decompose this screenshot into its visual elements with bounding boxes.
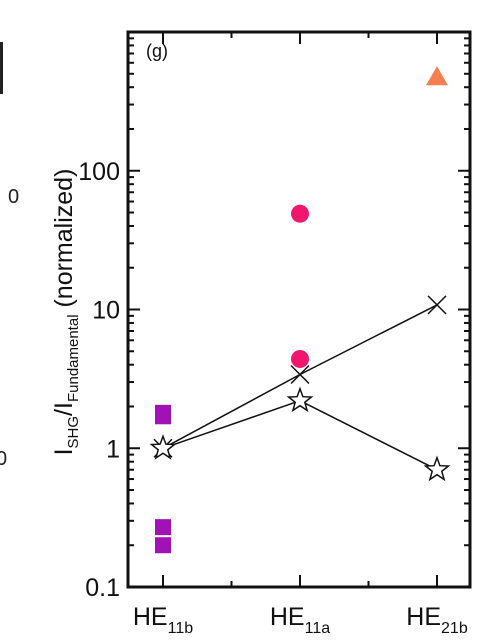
- x-category-main: HE: [406, 603, 441, 631]
- data-point-cross: [290, 364, 310, 385]
- data-point-cross-stroke: [427, 295, 447, 315]
- y-axis-label: ISHG/IFundamental (normalized): [50, 169, 82, 456]
- edge-fragment-lower: 0: [0, 448, 8, 470]
- y-tick-label: 100: [78, 158, 120, 186]
- data-point-square: [155, 408, 171, 425]
- x-category-main: HE: [133, 603, 168, 631]
- data-point-cross-stroke: [290, 364, 310, 385]
- data-point-triangle: [426, 66, 448, 86]
- x-category-label: HE21b: [406, 603, 468, 637]
- series-line-cross: [162, 304, 438, 449]
- data-point-square: [155, 519, 171, 536]
- edge-fragment-bar: [0, 42, 3, 94]
- data-point-star: [423, 455, 451, 482]
- data-point-star: [286, 386, 314, 413]
- x-category-sub: 11a: [305, 620, 331, 637]
- y-axis-label-sub2: Fundamental: [65, 314, 82, 402]
- data-point-cross: [427, 295, 447, 315]
- series-line-star: [162, 399, 438, 471]
- x-category-label: HE11b: [133, 603, 193, 637]
- y-axis-label-main1: I: [50, 448, 78, 455]
- y-axis-label-sub1: SHG: [65, 416, 82, 449]
- y-tick-label: 1: [106, 435, 120, 463]
- plot-frame: [126, 30, 472, 589]
- y-axis-label-rest: (normalized): [50, 169, 78, 315]
- x-category-sub: 11b: [168, 620, 194, 637]
- y-axis-label-main2: /I: [50, 402, 78, 416]
- edge-fragment-upper: 0: [8, 186, 20, 208]
- data-point-star: [149, 434, 177, 460]
- data-point-square: [155, 537, 171, 554]
- x-category-sub: 21b: [441, 620, 468, 637]
- data-point-circle: [291, 349, 309, 368]
- x-category-main: HE: [270, 603, 305, 631]
- y-tick-label: 10: [92, 297, 120, 325]
- panel-label: (g): [146, 41, 168, 61]
- y-tick-label: 0.1: [85, 574, 120, 602]
- data-point-circle: [291, 204, 309, 223]
- x-category-label: HE11a: [270, 603, 330, 637]
